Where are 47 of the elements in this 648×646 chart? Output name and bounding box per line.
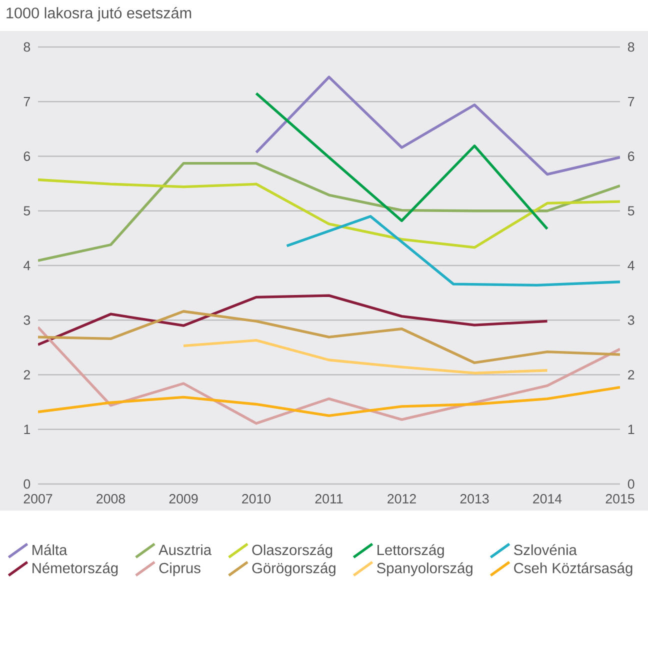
legend-label: Cseh Köztársaság — [514, 562, 632, 576]
y-tick-label: 8 — [24, 42, 30, 52]
legend-label: Görögország — [252, 562, 336, 576]
line-series — [38, 310, 620, 364]
y2-tick-label: 0 — [628, 479, 634, 489]
y-tick-label: 7 — [24, 97, 30, 106]
y-tick-label: 6 — [24, 152, 30, 161]
legend-label: Málta — [32, 544, 68, 556]
legend-label: Spanyolország — [377, 562, 472, 576]
legend-label: Lettország — [378, 544, 444, 558]
legend-label: Szlovénia — [514, 544, 577, 556]
x-tick-label: 2011 — [315, 494, 343, 504]
line-series — [38, 162, 620, 262]
legend-label: Ciprus — [159, 562, 200, 576]
y-tick-label: 4 — [24, 260, 30, 270]
y-tick-label: 2 — [24, 370, 30, 380]
y2-tick-label: 5 — [628, 206, 634, 216]
line-series — [38, 294, 549, 346]
y-tick-label: 0 — [24, 479, 30, 489]
legend-label: Ausztria — [158, 544, 212, 556]
y-tick-label: 1 — [24, 424, 30, 434]
y2-tick-label: 6 — [628, 152, 634, 161]
y-tick-label: 3 — [24, 315, 30, 325]
y2-tick-label: 4 — [628, 260, 634, 270]
line-series — [38, 178, 620, 249]
line-series — [182, 339, 549, 374]
y2-tick-label: 8 — [628, 42, 634, 52]
x-tick-label: 2012 — [388, 494, 416, 504]
x-tick-label: 2007 — [24, 494, 52, 504]
legend-label: Németország — [32, 562, 118, 576]
legend-label: Olaszország — [252, 544, 332, 558]
line-series — [254, 92, 549, 230]
line-series — [254, 76, 620, 176]
x-tick-label: 2015 — [606, 494, 634, 504]
y-tick-label: 5 — [24, 206, 30, 216]
y2-tick-label: 7 — [628, 97, 634, 106]
x-tick-label: 2009 — [169, 494, 198, 504]
line-series — [38, 386, 620, 418]
x-tick-label: 2008 — [96, 494, 125, 504]
y2-tick-label: 1 — [628, 424, 634, 434]
x-tick-label: 2014 — [533, 494, 562, 504]
line-series — [285, 215, 620, 286]
x-tick-label: 2010 — [242, 494, 271, 504]
y2-tick-label: 3 — [628, 315, 634, 325]
x-tick-label: 2013 — [460, 494, 489, 504]
y-axis-title: 1000 lakosra jutó esetszám — [6, 6, 192, 22]
y2-tick-label: 2 — [628, 370, 634, 380]
